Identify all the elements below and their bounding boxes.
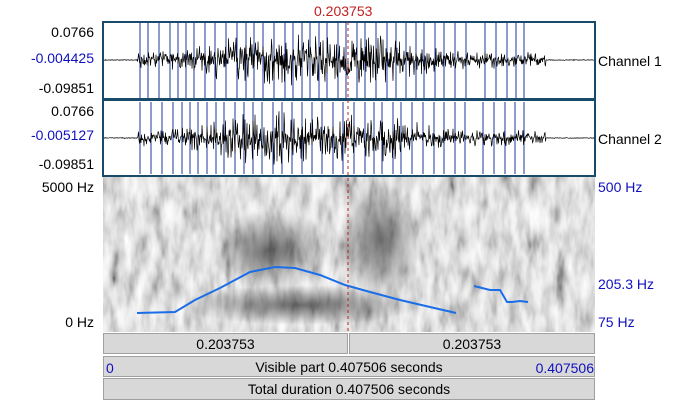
spectrogram-energy (340, 180, 420, 300)
visible-start: 0 (106, 360, 114, 376)
channel-1-mean: -0.004425 (30, 50, 94, 66)
right-cell[interactable]: 0.203753 (349, 333, 595, 354)
spectrogram-max: 5000 Hz (41, 179, 94, 195)
pitch-max: 500 Hz (598, 179, 643, 195)
pitch-contour (136, 265, 457, 314)
channel-2-max: 0.0766 (51, 103, 94, 119)
channel-1-max: 0.0766 (51, 24, 94, 40)
pitch-min: 75 Hz (598, 314, 635, 330)
pitch-mid: 205.3 Hz (598, 276, 655, 292)
left-cell[interactable]: 0.203753 (103, 333, 348, 354)
channel-1-min: -0.09851 (38, 80, 94, 96)
channel-2-name: Channel 2 (598, 131, 662, 147)
waveforms (103, 22, 595, 174)
visible-end: 0.407506 (535, 360, 594, 376)
spectrogram-min: 0 Hz (65, 314, 94, 330)
channel-2-min: -0.09851 (38, 156, 94, 172)
total-duration-bar[interactable]: Total duration 0.407506 seconds (103, 378, 595, 400)
waveform (103, 34, 595, 86)
spectrogram-energy (210, 210, 330, 290)
pitch-contour (473, 285, 529, 303)
channel-2-mean: -0.005127 (30, 127, 94, 143)
visible-part-bar[interactable]: Visible part 0.407506 seconds (103, 356, 595, 377)
waveform (104, 111, 595, 165)
spectrogram-energy (180, 285, 420, 325)
cursor-time: 0.203753 (314, 3, 373, 19)
channel-1-name: Channel 1 (598, 53, 662, 69)
